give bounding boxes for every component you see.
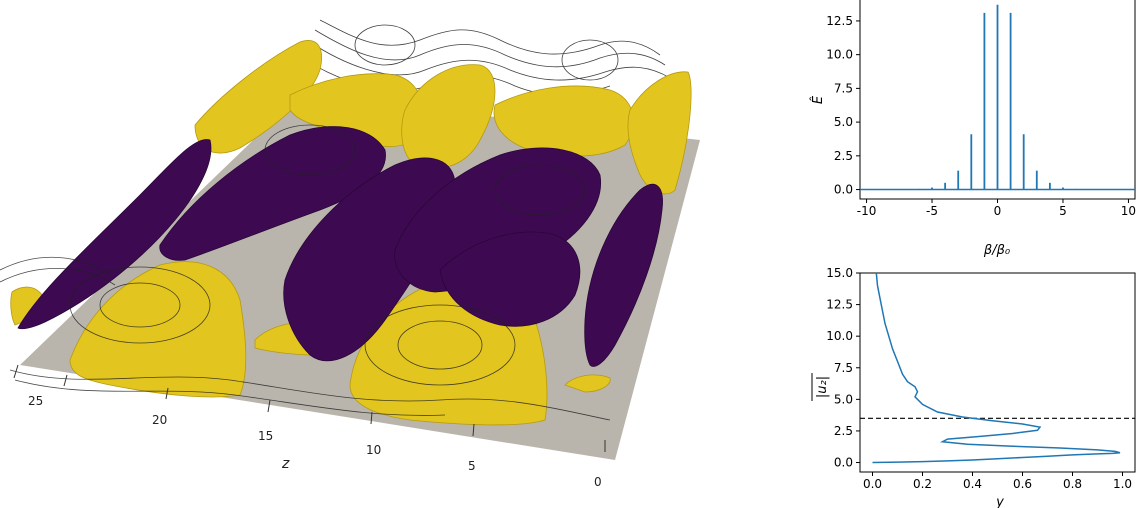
purple-blob-6 [584,184,663,367]
x-tick-label: 0.4 [963,477,982,491]
purple-blob-2 [159,126,386,261]
y-tick-label: 0.0 [834,183,853,197]
y-tick-label: 5.0 [834,115,853,129]
z-axis [13,364,606,452]
plot-frame [859,272,1136,473]
spectrum-xlabel: β/β₀ [983,243,1011,258]
y-tick-label: 10.0 [826,48,853,62]
streamline-contours-top [299,19,671,96]
x-tick-label: 0.6 [1013,477,1032,491]
y-tick-label: 0.0 [834,456,853,470]
z-tick-label: 25 [28,394,43,408]
yellow-blob-back-1 [194,40,322,154]
z-tick-label: 10 [366,443,381,457]
isosurface-3d-plot: 25 20 15 10 5 0 z [0,19,700,489]
x-tick-label: 0.2 [913,477,932,491]
streamline-contours-plane [0,124,611,421]
x-tick-label: 0 [994,204,1002,218]
x-tick-label: 10 [1121,204,1136,218]
velocity-profile-chart: 0.0 0.2 0.4 0.6 0.8 1.0 0.0 2.5 5.0 7.5 10.0 12.5 15… [811,266,1136,508]
y-tick-label: 12.5 [826,298,853,312]
yellow-blob-back-5 [627,71,692,195]
purple-blob-4 [394,147,602,293]
z-tick-label: 15 [258,429,273,443]
x-tick-label: 1.0 [1113,477,1132,491]
x-tick-label: -5 [926,204,938,218]
y-tick-label: 2.5 [834,149,853,163]
yellow-cap-2 [564,374,611,393]
purple-blob-1 [17,139,212,330]
negative-isosurfaces [17,126,663,367]
y-tick-label: 7.5 [834,361,853,375]
profile-xlabel: y [995,495,1004,508]
y-tick-label: 10.0 [826,329,853,343]
x-tick-label: 5 [1059,204,1067,218]
x-tick-label: -10 [857,204,877,218]
x-tick-label: 0.0 [863,477,882,491]
yellow-blob-back-3 [401,64,496,169]
y-tick-label: 5.0 [834,392,853,406]
z-axis-label: z [281,456,290,472]
y-tick-label: 2.5 [834,424,853,438]
z-tick-label: 20 [152,413,167,427]
velocity-profile-line [872,272,1121,464]
yellow-blob-back-4 [493,85,634,157]
positive-isosurfaces [10,40,692,426]
z-tick-label: 0 [594,475,602,489]
spectrum-ylabel: Ê [810,95,826,104]
x-tick-label: 0.8 [1063,477,1082,491]
y-tick-label: 12.5 [826,14,853,28]
energy-spectrum-chart: -10 -5 0 5 10 0.0 2.5 5.0 7.5 10.0 12.5 β/β₀ Ê [810,0,1136,258]
purple-blob-5 [439,231,581,327]
y-tick-label: 7.5 [834,81,853,95]
yellow-blob-front-1 [69,261,247,398]
z-tick-label: 5 [468,459,476,473]
y-tick-label: 15.0 [826,266,853,280]
profile-ylabel: |u₂| [815,376,830,398]
